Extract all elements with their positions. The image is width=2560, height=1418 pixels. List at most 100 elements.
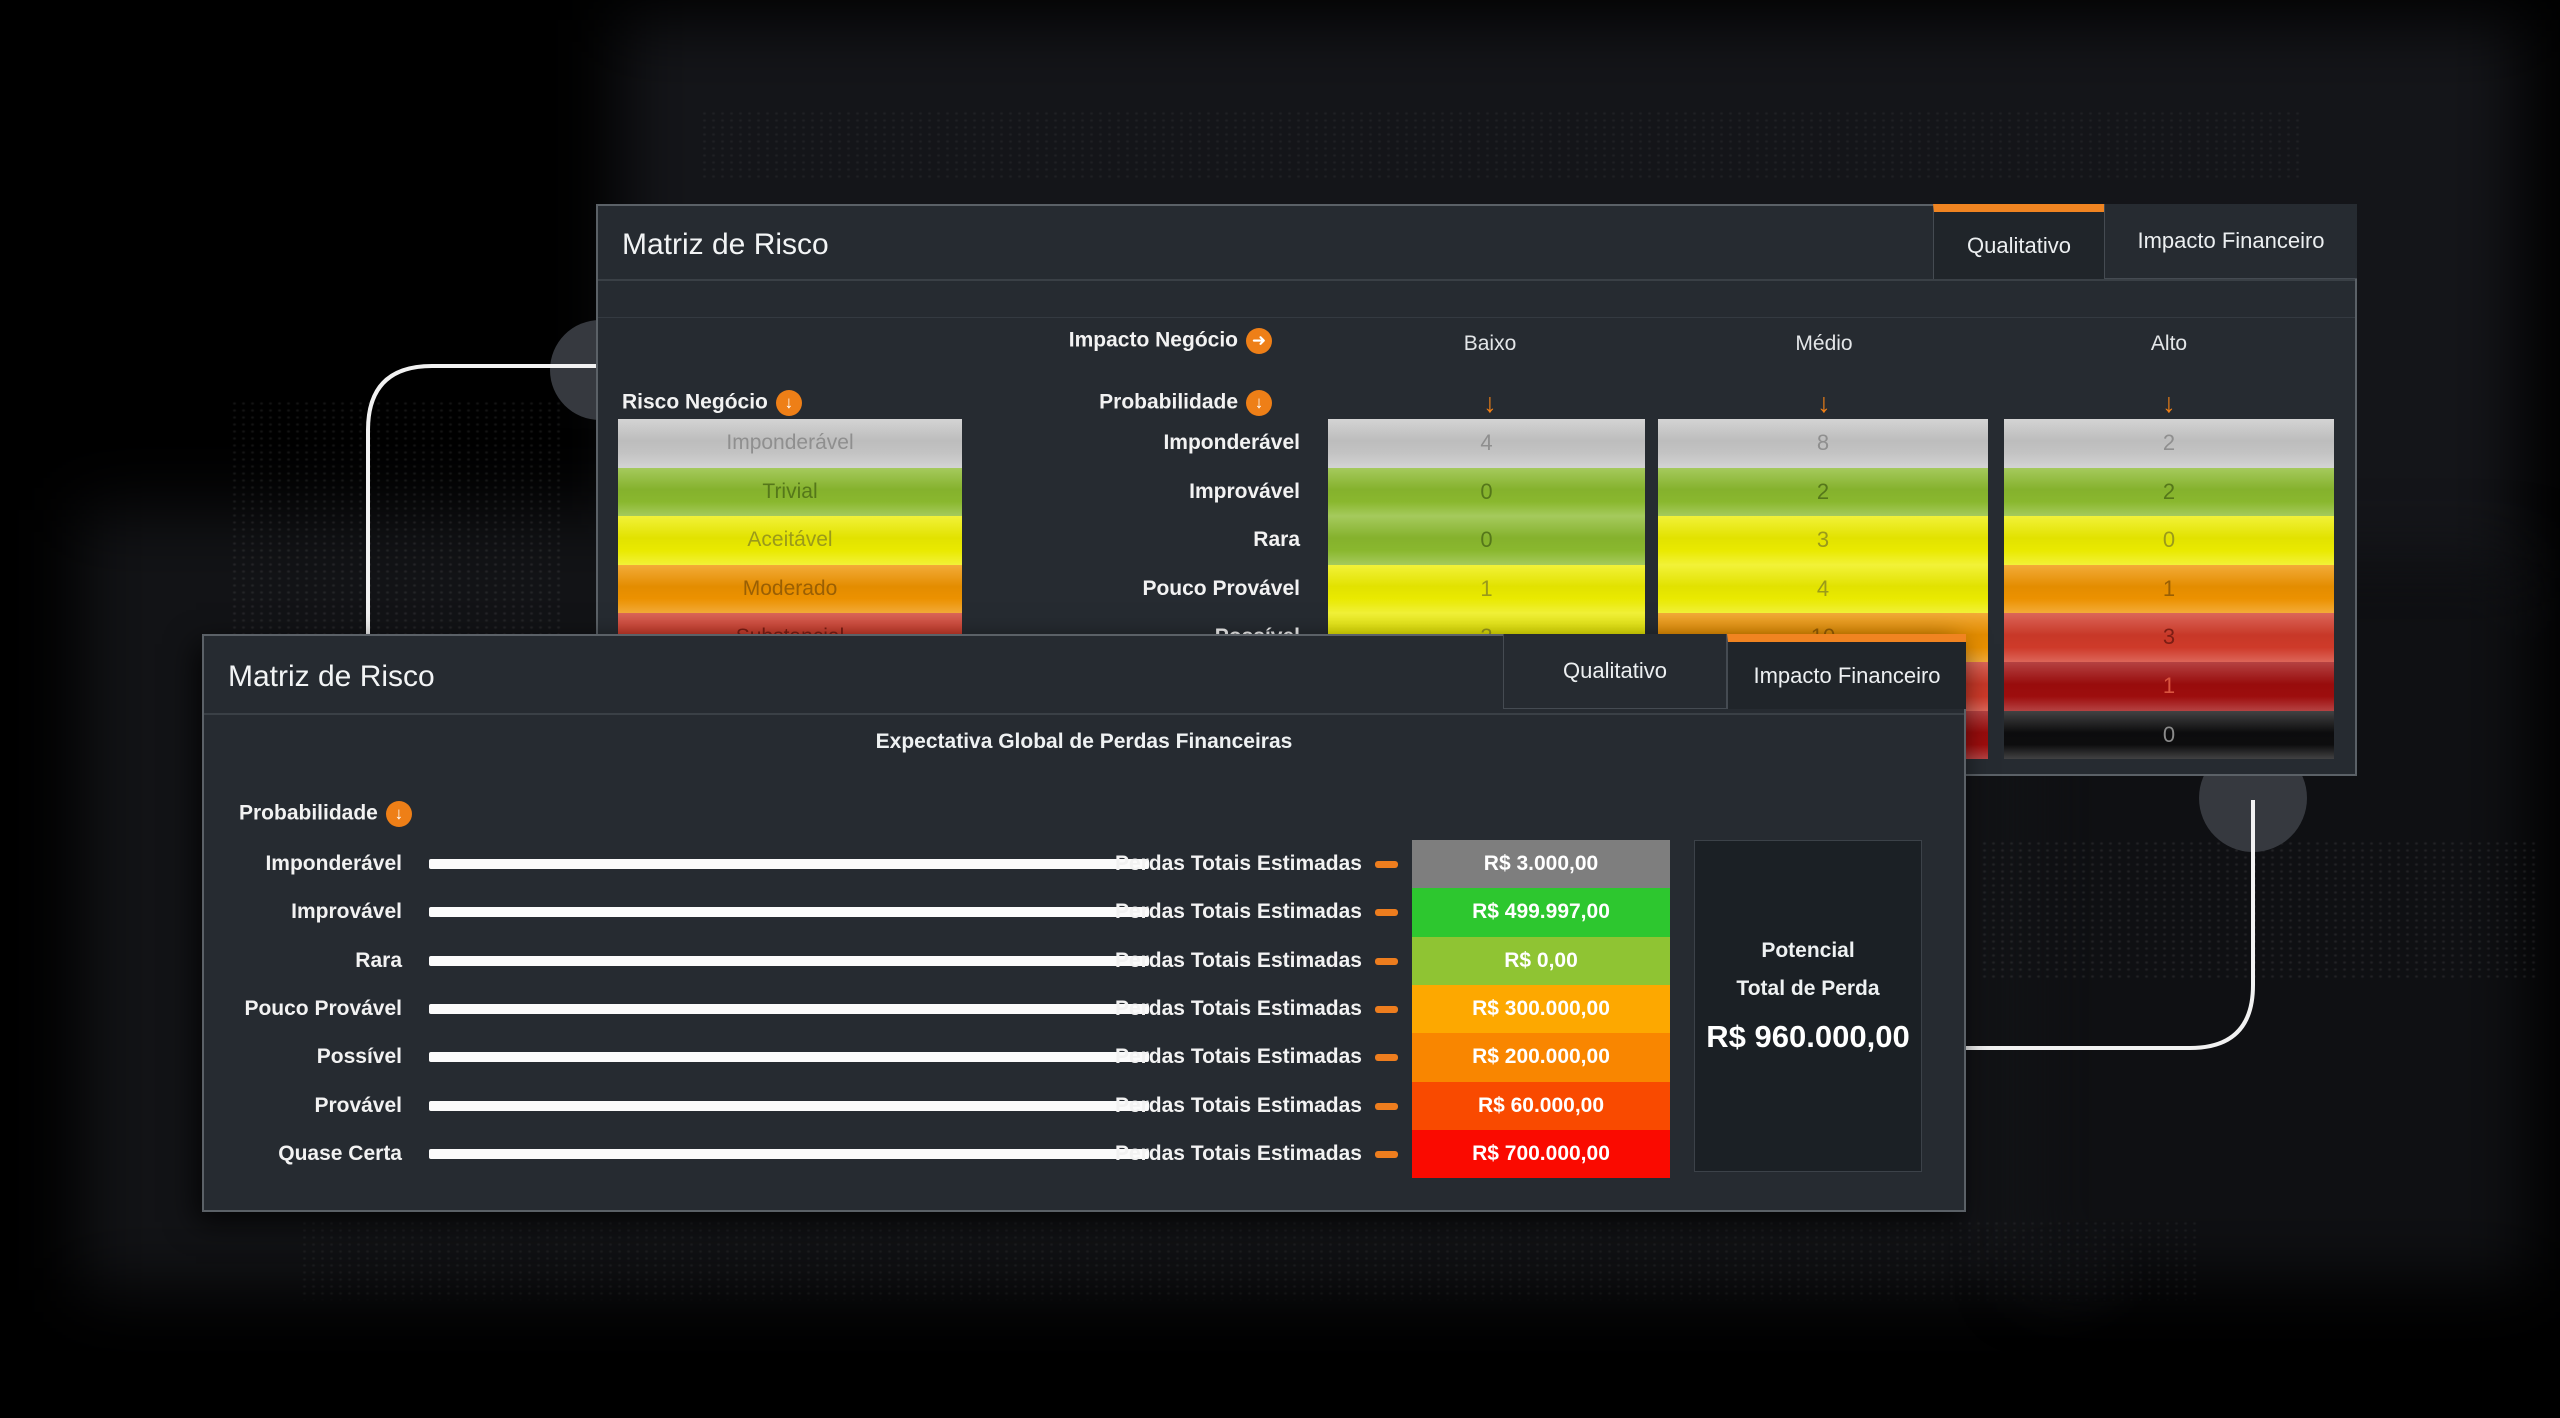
qualitative-matrix-window: Matriz de Risco Qualitativo Impacto Fina…	[596, 204, 2357, 776]
loss-value-chip: R$ 3.000,00	[1412, 840, 1670, 889]
matrix-cell: 8	[1658, 419, 1988, 468]
matrix-cell: 1	[2004, 661, 2334, 711]
loss-value-chip: R$ 200.000,00	[1412, 1033, 1670, 1082]
loss-value-chip: R$ 499.997,00	[1412, 888, 1670, 937]
connector-line-left	[366, 364, 600, 640]
loss-value-chip: R$ 0,00	[1412, 936, 1670, 985]
column-header-medio: Médio	[1795, 332, 1853, 355]
probability-row-label: Rara	[355, 948, 402, 972]
loss-row-title: Perdas Totais Estimadas	[1114, 996, 1362, 1020]
loss-row: Rara Perdas Totais Estimadas R$ 0,00	[204, 936, 1964, 985]
header-divider	[204, 713, 1964, 715]
total-loss-value: R$ 960.000,00	[1706, 1019, 1910, 1054]
probability-row-label: Improvável	[291, 900, 402, 924]
loss-slider-track[interactable]	[429, 907, 1149, 918]
loss-slider-track[interactable]	[429, 1100, 1149, 1111]
probability-row-label: Quase Certa	[278, 1141, 402, 1165]
total-label-line1: Potencial	[1761, 939, 1855, 962]
loss-row-title: Perdas Totais Estimadas	[1114, 1045, 1362, 1069]
tab-bar: Qualitativo Impacto Financeiro	[1503, 634, 1966, 709]
matrix-cell: 1	[2004, 564, 2334, 614]
tab-qualitativo[interactable]: Qualitativo	[1503, 634, 1727, 709]
column-header-baixo: Baixo	[1463, 332, 1517, 355]
loss-row: Quase Certa Perdas Totais Estimadas R$ 700…	[204, 1129, 1964, 1179]
loss-value-chip: R$ 700.000,00	[1412, 1129, 1670, 1179]
header-divider	[598, 279, 2355, 281]
probability-row-label: Provável	[314, 1093, 402, 1117]
dash-icon	[1375, 1150, 1398, 1158]
matrix-cell: 3	[2004, 613, 2334, 662]
tab-impacto-financeiro[interactable]: Impacto Financeiro	[2104, 204, 2357, 279]
page-title: Matriz de Risco	[228, 660, 435, 693]
risk-level-imponderável: Imponderável	[618, 419, 962, 468]
loss-row: Possível Perdas Totais Estimadas R$ 200.00…	[204, 1033, 1964, 1082]
dash-icon	[1375, 1005, 1398, 1013]
matrix-cell: 0	[2004, 710, 2334, 760]
loss-row: Provável Perdas Totais Estimadas R$ 60.000…	[204, 1081, 1964, 1130]
sort-arrow-icon: ↓	[1483, 388, 1497, 418]
loss-slider-track[interactable]	[429, 1052, 1149, 1063]
probability-axis-text: Probabilidade	[239, 801, 378, 825]
risk-axis-text: Risco Negócio	[622, 390, 768, 414]
arrow-down-circle-icon[interactable]: ↓	[775, 390, 802, 416]
tab-qualitativo[interactable]: Qualitativo	[1933, 204, 2104, 279]
table-top-divider	[598, 317, 2355, 318]
loss-slider-track[interactable]	[429, 1003, 1149, 1014]
loss-row: Imponderável Perdas Totais Estimadas R$ 3.…	[204, 840, 1964, 889]
loss-value-chip: R$ 60.000,00	[1412, 1081, 1670, 1130]
arrow-right-circle-icon[interactable]: ➜	[1246, 328, 1272, 354]
tab-impacto-financeiro[interactable]: Impacto Financeiro	[1727, 634, 1966, 709]
probability-row-label: Pouco Provável	[1142, 576, 1300, 600]
column-header-alto: Alto	[2150, 332, 2188, 355]
risk-level-aceitável: Aceitável	[618, 516, 962, 565]
impact-axis-text: Impacto Negócio	[1068, 328, 1238, 352]
loss-row: Pouco Provável Perdas Totais Estimadas R$ …	[204, 984, 1964, 1034]
matrix-cell: 4	[1658, 564, 1988, 614]
matrix-cell: 1	[1328, 564, 1645, 614]
section-title: Expectativa Global de Perdas Financeiras	[875, 730, 1293, 753]
probability-row-label: Improvável	[1189, 479, 1300, 503]
dash-icon	[1375, 957, 1398, 965]
loss-row-title: Perdas Totais Estimadas	[1114, 852, 1362, 875]
matrix-cell: 3	[1658, 516, 1988, 565]
spray-texture	[1980, 840, 2540, 980]
probability-axis-label: Probabilidade ↓	[598, 390, 1272, 416]
arrow-down-circle-icon[interactable]: ↓	[385, 801, 412, 827]
dash-icon	[1375, 861, 1398, 868]
matrix-cell: 0	[1328, 467, 1645, 517]
probability-row-label: Pouco Provável	[244, 996, 402, 1020]
loss-slider-track[interactable]	[429, 955, 1149, 966]
impact-axis-label: Impacto Negócio ➜	[598, 328, 1272, 354]
matrix-cell: 0	[2004, 516, 2334, 565]
sort-arrow-icon: ↓	[2162, 388, 2176, 418]
probability-axis-text: Probabilidade	[1099, 390, 1238, 414]
probability-row-label: Imponderável	[265, 852, 402, 875]
arrow-down-circle-icon[interactable]: ↓	[1246, 390, 1272, 416]
loss-row-title: Perdas Totais Estimadas	[1114, 1093, 1362, 1117]
financial-impact-window: Matriz de Risco Qualitativo Impacto Fina…	[202, 634, 1966, 1212]
matrix-row: Improvável 0 2 2	[598, 467, 2355, 517]
dash-icon	[1375, 909, 1398, 917]
probability-row-label: Rara	[1253, 528, 1300, 552]
tab-bar: Qualitativo Impacto Financeiro	[1933, 204, 2357, 279]
loss-slider-track[interactable]	[429, 859, 1149, 869]
probability-axis-label: Probabilidade ↓	[239, 801, 412, 827]
loss-row-title: Perdas Totais Estimadas	[1114, 1141, 1362, 1165]
loss-slider-track[interactable]	[429, 1148, 1149, 1159]
probability-row-label: Possível	[316, 1045, 402, 1069]
probability-row-label: Imponderável	[1163, 431, 1300, 454]
total-label-line2: Total de Perda	[1736, 977, 1880, 1000]
page-title: Matriz de Risco	[622, 228, 829, 261]
spray-texture	[300, 1220, 2200, 1300]
loss-row: Improvável Perdas Totais Estimadas R$ 499.…	[204, 888, 1964, 937]
risk-axis-label: Risco Negócio ↓	[622, 390, 802, 416]
matrix-cell: 2	[1658, 467, 1988, 517]
spray-texture	[700, 110, 2300, 180]
matrix-row: Pouco Provável 1 4 1	[598, 564, 2355, 614]
connector-line-right	[1964, 800, 2255, 1050]
sort-arrow-icon: ↓	[1817, 388, 1831, 418]
dash-icon	[1375, 1054, 1398, 1062]
matrix-cell: 2	[2004, 467, 2334, 517]
loss-value-chip: R$ 300.000,00	[1412, 984, 1670, 1034]
